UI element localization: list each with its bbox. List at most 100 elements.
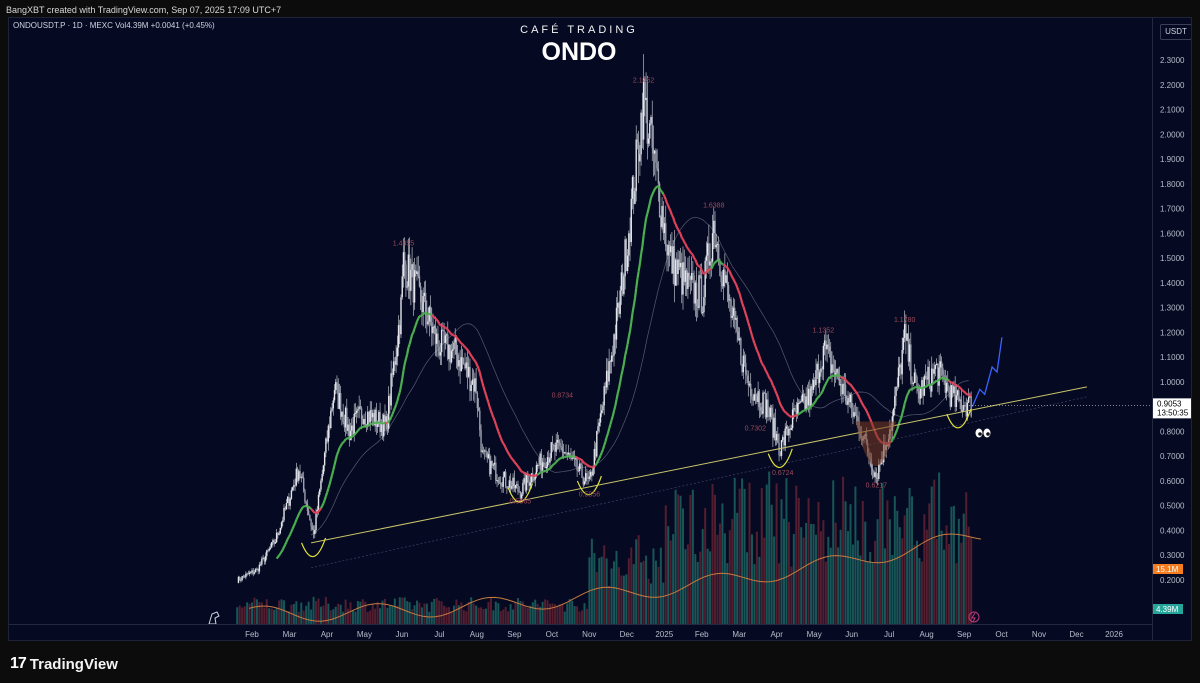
ema-line <box>694 259 698 264</box>
volume-bar <box>906 507 909 624</box>
ema-line <box>719 260 722 264</box>
candle-body <box>843 383 846 385</box>
candle-body <box>363 418 365 425</box>
candle-body <box>411 264 413 270</box>
volume-bar <box>696 561 699 624</box>
candle-body <box>495 462 497 481</box>
volume-bar <box>792 533 795 624</box>
candle-body <box>916 377 918 388</box>
candle-body <box>789 428 791 430</box>
low-annotation: 0.7302 <box>745 426 767 433</box>
candle-body <box>807 388 810 406</box>
currency-selector[interactable]: USDT <box>1160 24 1191 40</box>
candle-body <box>725 275 727 283</box>
ema-line <box>319 505 324 509</box>
ema-line <box>766 374 771 379</box>
ema-line <box>672 216 676 222</box>
candle-body <box>559 443 561 446</box>
ema-line <box>931 382 934 386</box>
price-chart-svg[interactable]: 2.3000 2.2000 2.1000 2.0000 1.9000 1.8000 1.70… <box>9 18 1192 641</box>
volume-bar <box>630 547 633 624</box>
volume-bar <box>297 611 300 624</box>
candle-body <box>846 400 848 405</box>
ema-line <box>310 508 314 511</box>
ema-line <box>548 467 551 471</box>
volume-bar <box>716 534 719 624</box>
candle-body <box>790 428 793 430</box>
volume-badge <box>1153 604 1183 614</box>
lightning-icon <box>968 611 980 623</box>
ema-line <box>644 213 649 219</box>
candle-body <box>671 246 673 274</box>
candle-body <box>950 385 953 407</box>
candle-body <box>368 411 370 423</box>
candle-body <box>805 396 807 410</box>
tradingview-footer: 17 TradingView <box>10 655 118 673</box>
candle-body <box>652 148 655 154</box>
cup-pattern-shade <box>855 421 897 467</box>
candle-body <box>480 430 482 452</box>
ema-line <box>527 473 530 477</box>
candle-body <box>415 270 417 274</box>
volume-bar <box>669 540 672 624</box>
projection-path <box>971 337 1003 407</box>
candle-body <box>593 448 596 468</box>
ema-line <box>678 231 682 235</box>
ema-line <box>745 317 750 323</box>
chart-panel[interactable]: 2.3000 2.2000 2.1000 2.0000 1.9000 1.8000 1.70… <box>8 17 1192 641</box>
symbol-legend[interactable]: ONDOUSDT.P · 1D · MEXC Vol4.39M +0.0041 … <box>13 21 215 30</box>
candle-body <box>443 330 445 343</box>
candle-body <box>551 442 554 446</box>
volume-bar <box>366 611 369 624</box>
volume-bar <box>608 585 611 624</box>
candle-body <box>641 112 644 140</box>
candle-body <box>784 428 786 446</box>
volume-bar <box>544 599 547 624</box>
candle-body <box>848 397 850 403</box>
volume-bar <box>573 606 576 624</box>
candle-body <box>896 386 898 388</box>
candle-body <box>485 450 487 453</box>
volume-bar <box>516 598 519 624</box>
ema-line <box>899 413 904 419</box>
candle-body <box>620 272 623 291</box>
candle-body <box>818 372 821 384</box>
sma-line <box>310 216 969 536</box>
candle-body <box>448 344 450 360</box>
ema-line <box>950 381 954 385</box>
candle-body <box>296 468 299 481</box>
candle-body <box>927 366 929 380</box>
ema-line <box>466 349 470 352</box>
candle-body <box>631 176 634 199</box>
candle-body <box>907 333 910 362</box>
ema-line <box>299 509 303 513</box>
ema-line <box>763 366 767 371</box>
volume-bar <box>566 603 569 624</box>
y-tick-label: 0.5000 <box>1160 502 1185 511</box>
ema-line <box>893 431 898 436</box>
candle-body <box>668 244 671 253</box>
high-annotation: 2.1452 <box>633 77 655 84</box>
ema-line <box>409 334 414 340</box>
volume-bar <box>795 485 798 624</box>
candle-body <box>684 270 687 282</box>
candle-body <box>582 477 584 485</box>
candle-body <box>395 356 397 365</box>
candle-body <box>801 394 804 402</box>
candle-body <box>452 349 454 351</box>
volume-bar <box>755 531 758 624</box>
volume-bar <box>369 610 372 624</box>
volume-bar <box>568 598 571 624</box>
candle-body <box>295 468 298 486</box>
ema-line <box>891 437 895 441</box>
candle-body <box>437 333 439 348</box>
candle-body <box>466 362 469 377</box>
candle-body <box>471 379 474 385</box>
candle-body <box>407 254 410 287</box>
candle-body <box>541 462 544 471</box>
volume-bar <box>430 601 433 624</box>
x-tick-label: Sep <box>957 630 972 639</box>
candle-body <box>667 244 669 256</box>
candle-body <box>911 380 913 384</box>
ema-line <box>822 385 826 390</box>
